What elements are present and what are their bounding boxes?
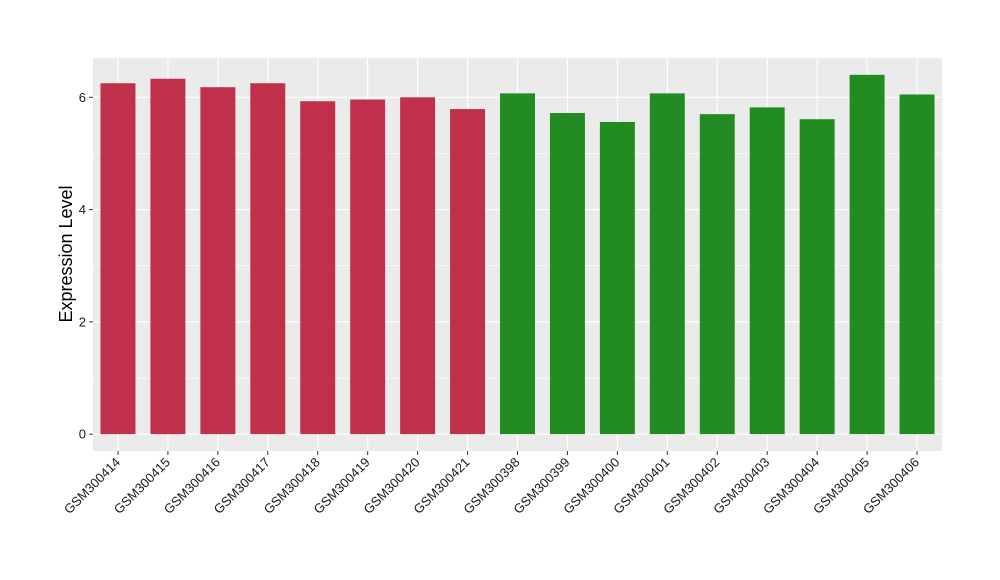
bar-gsm300420 (400, 97, 436, 435)
bar-gsm300405 (849, 74, 885, 435)
bar-gsm300402 (699, 114, 735, 435)
bar-gsm300401 (649, 93, 685, 435)
y-axis-title: Expression Level (56, 185, 76, 322)
bar-gsm300400 (599, 122, 635, 435)
bar-gsm300403 (749, 107, 785, 435)
bar-gsm300415 (150, 78, 186, 435)
bar-gsm300398 (500, 93, 535, 435)
bar-gsm300399 (549, 113, 585, 435)
bar-gsm300417 (250, 83, 286, 435)
y-tick-label: 2 (79, 314, 86, 329)
bar-gsm300416 (200, 87, 236, 435)
y-tick-label: 6 (79, 90, 86, 105)
bar-gsm300419 (350, 99, 386, 435)
bar-gsm300414 (100, 83, 136, 435)
bar-gsm300421 (450, 109, 486, 435)
y-axis: 0 2 4 6 (79, 90, 93, 442)
bar-gsm300418 (300, 101, 336, 435)
x-axis: GSM300414GSM300415GSM300416GSM300417GSM3… (61, 451, 922, 517)
y-tick-label: 0 (79, 427, 86, 442)
bars (100, 74, 935, 435)
y-tick-label: 4 (79, 202, 86, 217)
bar-gsm300404 (799, 119, 835, 435)
bar-gsm300406 (899, 94, 935, 435)
